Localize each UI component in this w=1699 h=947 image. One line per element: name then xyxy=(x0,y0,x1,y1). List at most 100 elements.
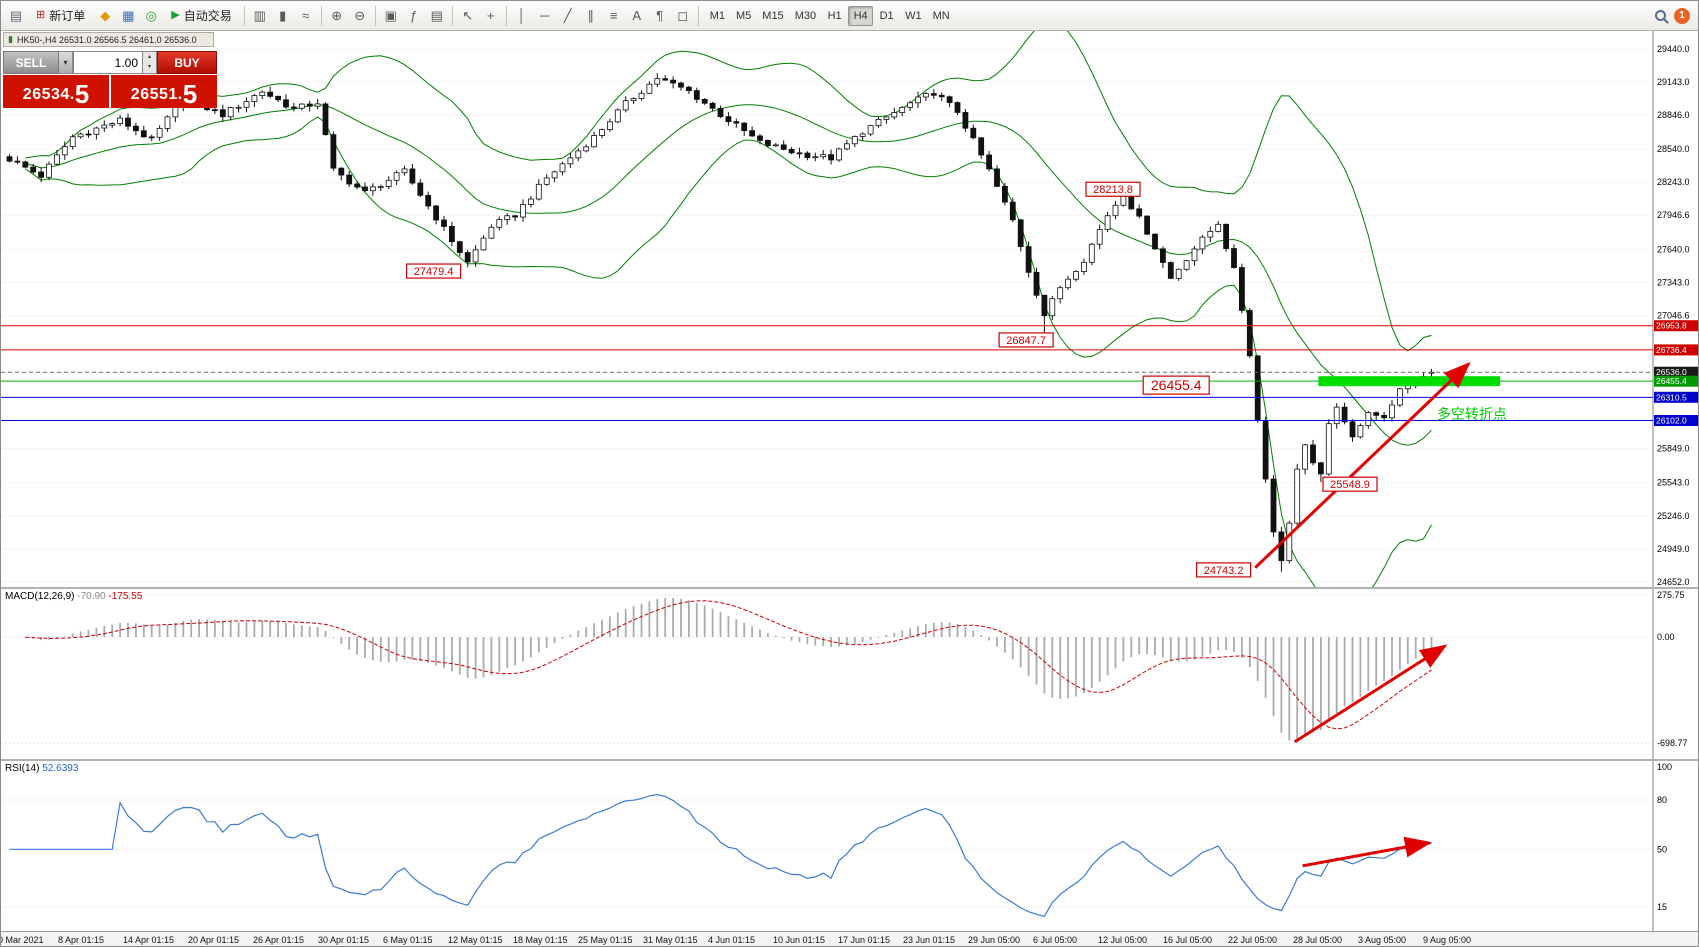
line-chart-icon[interactable]: ≈ xyxy=(302,8,310,23)
main-toolbar: ▤ ⊞ 新订单 ◆ ▦ ◎ ▶ 自动交易 ▥ ▮ ≈ ⊕ ⊖ ▣ ƒ ▤ ↖ +… xyxy=(1,1,1698,31)
volume-input[interactable] xyxy=(73,51,143,74)
toolbar-separator xyxy=(374,5,376,26)
time-axis-label: 12 May 01:15 xyxy=(448,935,503,945)
timeframe-m1[interactable]: M1 xyxy=(705,6,730,26)
price-callout xyxy=(998,332,1054,348)
svg-text:25849.0: 25849.0 xyxy=(1657,444,1690,454)
svg-text:100: 100 xyxy=(1657,762,1672,772)
svg-text:-698.77: -698.77 xyxy=(1657,738,1688,748)
rsi-panel-canvas[interactable]: 100 80 50 15 xyxy=(1,761,1698,931)
svg-text:28540.0: 28540.0 xyxy=(1657,144,1690,154)
volume-down-icon[interactable]: ▾ xyxy=(143,62,156,73)
time-axis-label: 18 May 01:15 xyxy=(513,935,568,945)
indicators-icon[interactable]: ƒ xyxy=(410,8,418,23)
toolbar-separator xyxy=(451,5,453,26)
svg-text:26455.4: 26455.4 xyxy=(1151,377,1202,393)
buy-price-pip: 5 xyxy=(182,79,198,109)
price-callout xyxy=(1322,476,1378,492)
svg-text:26310.5: 26310.5 xyxy=(1656,392,1687,402)
svg-text:50: 50 xyxy=(1657,844,1667,854)
turning-point-annotation: 多空转折点 xyxy=(1437,406,1507,422)
notifications-badge[interactable]: 1 xyxy=(1674,7,1690,24)
fibonacci-tool-icon[interactable]: ≡ xyxy=(609,8,618,23)
svg-text:29440.0: 29440.0 xyxy=(1657,44,1690,54)
price-chart-canvas[interactable]: 29440.0 29143.0 28846.0 28540.0 28243.0 27946… xyxy=(1,31,1698,587)
compile-icon[interactable]: ◆ xyxy=(100,7,111,23)
time-axis-label: 22 Jul 05:00 xyxy=(1228,935,1278,945)
timeframe-w1[interactable]: W1 xyxy=(900,6,927,26)
timeframe-h1[interactable]: H1 xyxy=(822,6,847,26)
svg-text:15: 15 xyxy=(1657,902,1667,912)
community-icon[interactable]: ◎ xyxy=(145,7,157,23)
sell-button[interactable]: SELL xyxy=(3,51,59,74)
rsi-name: RSI(14) xyxy=(5,763,40,774)
volume-stepper[interactable]: ▴ ▾ xyxy=(143,51,157,74)
price-line-badge xyxy=(1654,375,1698,387)
trendline-tool-icon[interactable]: ╱ xyxy=(563,7,572,23)
channel-tool-icon[interactable]: ∥ xyxy=(587,7,594,23)
timeframe-m30[interactable]: M30 xyxy=(790,6,821,26)
panel-splitter[interactable] xyxy=(1,587,1698,589)
rsi-value: 52.6393 xyxy=(42,763,79,774)
time-axis[interactable]: 30 Mar 2021 8 Apr 01:15 14 Apr 01:15 20 Apr… xyxy=(1,931,1698,946)
search-icon[interactable] xyxy=(1655,10,1666,21)
zoom-out-icon[interactable]: ⊖ xyxy=(354,7,366,23)
svg-text:28243.0: 28243.0 xyxy=(1657,177,1690,187)
price-line-badge xyxy=(1654,344,1698,356)
macd-signal-line xyxy=(25,600,1432,730)
timeframe-h4[interactable]: H4 xyxy=(848,5,874,26)
volume-dropdown[interactable]: ▾ xyxy=(59,51,73,74)
templates-icon[interactable]: ▤ xyxy=(430,7,443,23)
vertical-line-tool-icon[interactable]: │ xyxy=(517,8,526,23)
time-axis-label: 28 Jul 05:00 xyxy=(1293,935,1343,945)
volume-up-icon[interactable]: ▴ xyxy=(143,52,156,63)
chart-tab[interactable]: ▮ HK50-,H4 26531.0 26566.5 26461.0 26536… xyxy=(3,32,214,47)
candlesticks xyxy=(6,73,1435,572)
crosshair-icon[interactable]: + xyxy=(486,8,495,23)
toolbar-right-group: 1 xyxy=(1655,7,1694,24)
toolbar-separator xyxy=(243,5,245,26)
sell-price-display[interactable]: 26534. 5 xyxy=(3,75,109,108)
zoom-in-icon[interactable]: ⊕ xyxy=(331,7,343,23)
buy-price-display[interactable]: 26551. 5 xyxy=(111,75,217,108)
time-axis-label: 30 Apr 01:15 xyxy=(318,935,370,945)
macd-panel-canvas[interactable]: 275.75 0.00 -698.77 xyxy=(1,589,1698,759)
auto-trading-button[interactable]: ▶ 自动交易 xyxy=(163,5,239,27)
horizontal-line-tool-icon[interactable]: ─ xyxy=(540,8,550,23)
new-order-button[interactable]: ⊞ 新订单 xyxy=(28,5,93,27)
new-order-label: 新订单 xyxy=(49,9,86,23)
panel-splitter[interactable] xyxy=(1,759,1698,761)
svg-text:26455.4: 26455.4 xyxy=(1656,376,1687,386)
svg-text:26736.4: 26736.4 xyxy=(1656,345,1687,355)
buy-button[interactable]: BUY xyxy=(157,51,217,74)
svg-text:24949.0: 24949.0 xyxy=(1657,544,1690,554)
chart-title: HK50-,H4 26531.0 26566.5 26461.0 26536.0 xyxy=(16,34,197,45)
svg-text:28213.8: 28213.8 xyxy=(1093,184,1133,196)
macd-name: MACD(12,26,9) xyxy=(5,591,75,602)
rsi-indicator-label: RSI(14) 52.6393 xyxy=(5,763,78,774)
toolbar-separator xyxy=(505,5,507,26)
tile-windows-icon[interactable]: ▣ xyxy=(384,7,397,23)
label-tool-icon[interactable]: ¶ xyxy=(656,8,664,23)
timeframe-m5[interactable]: M5 xyxy=(731,6,756,26)
svg-text:25246.0: 25246.0 xyxy=(1657,511,1690,521)
sell-price-main: 26534. xyxy=(22,86,75,103)
timeframe-m15[interactable]: M15 xyxy=(757,6,788,26)
text-tool-icon[interactable]: A xyxy=(632,8,642,23)
play-icon: ▶ xyxy=(171,9,180,21)
shapes-tool-icon[interactable]: ◻ xyxy=(677,7,689,23)
time-axis-label: 16 Jul 05:00 xyxy=(1163,935,1213,945)
new-chart-icon[interactable]: ▤ xyxy=(9,7,23,23)
bar-chart-icon[interactable]: ▥ xyxy=(253,7,266,23)
svg-text:26536.0: 26536.0 xyxy=(1656,367,1687,377)
candlestick-chart-icon[interactable]: ▮ xyxy=(279,7,287,23)
svg-text:24743.2: 24743.2 xyxy=(1204,565,1244,577)
timeframe-mn[interactable]: MN xyxy=(928,6,955,26)
svg-text:26102.0: 26102.0 xyxy=(1656,416,1687,426)
timeframe-d1[interactable]: D1 xyxy=(874,6,899,26)
market-watch-icon[interactable]: ▦ xyxy=(122,7,135,23)
price-callout xyxy=(1142,375,1210,395)
svg-text:27946.6: 27946.6 xyxy=(1657,210,1690,220)
cursor-icon[interactable]: ↖ xyxy=(462,7,474,23)
price-callout xyxy=(1085,181,1141,197)
